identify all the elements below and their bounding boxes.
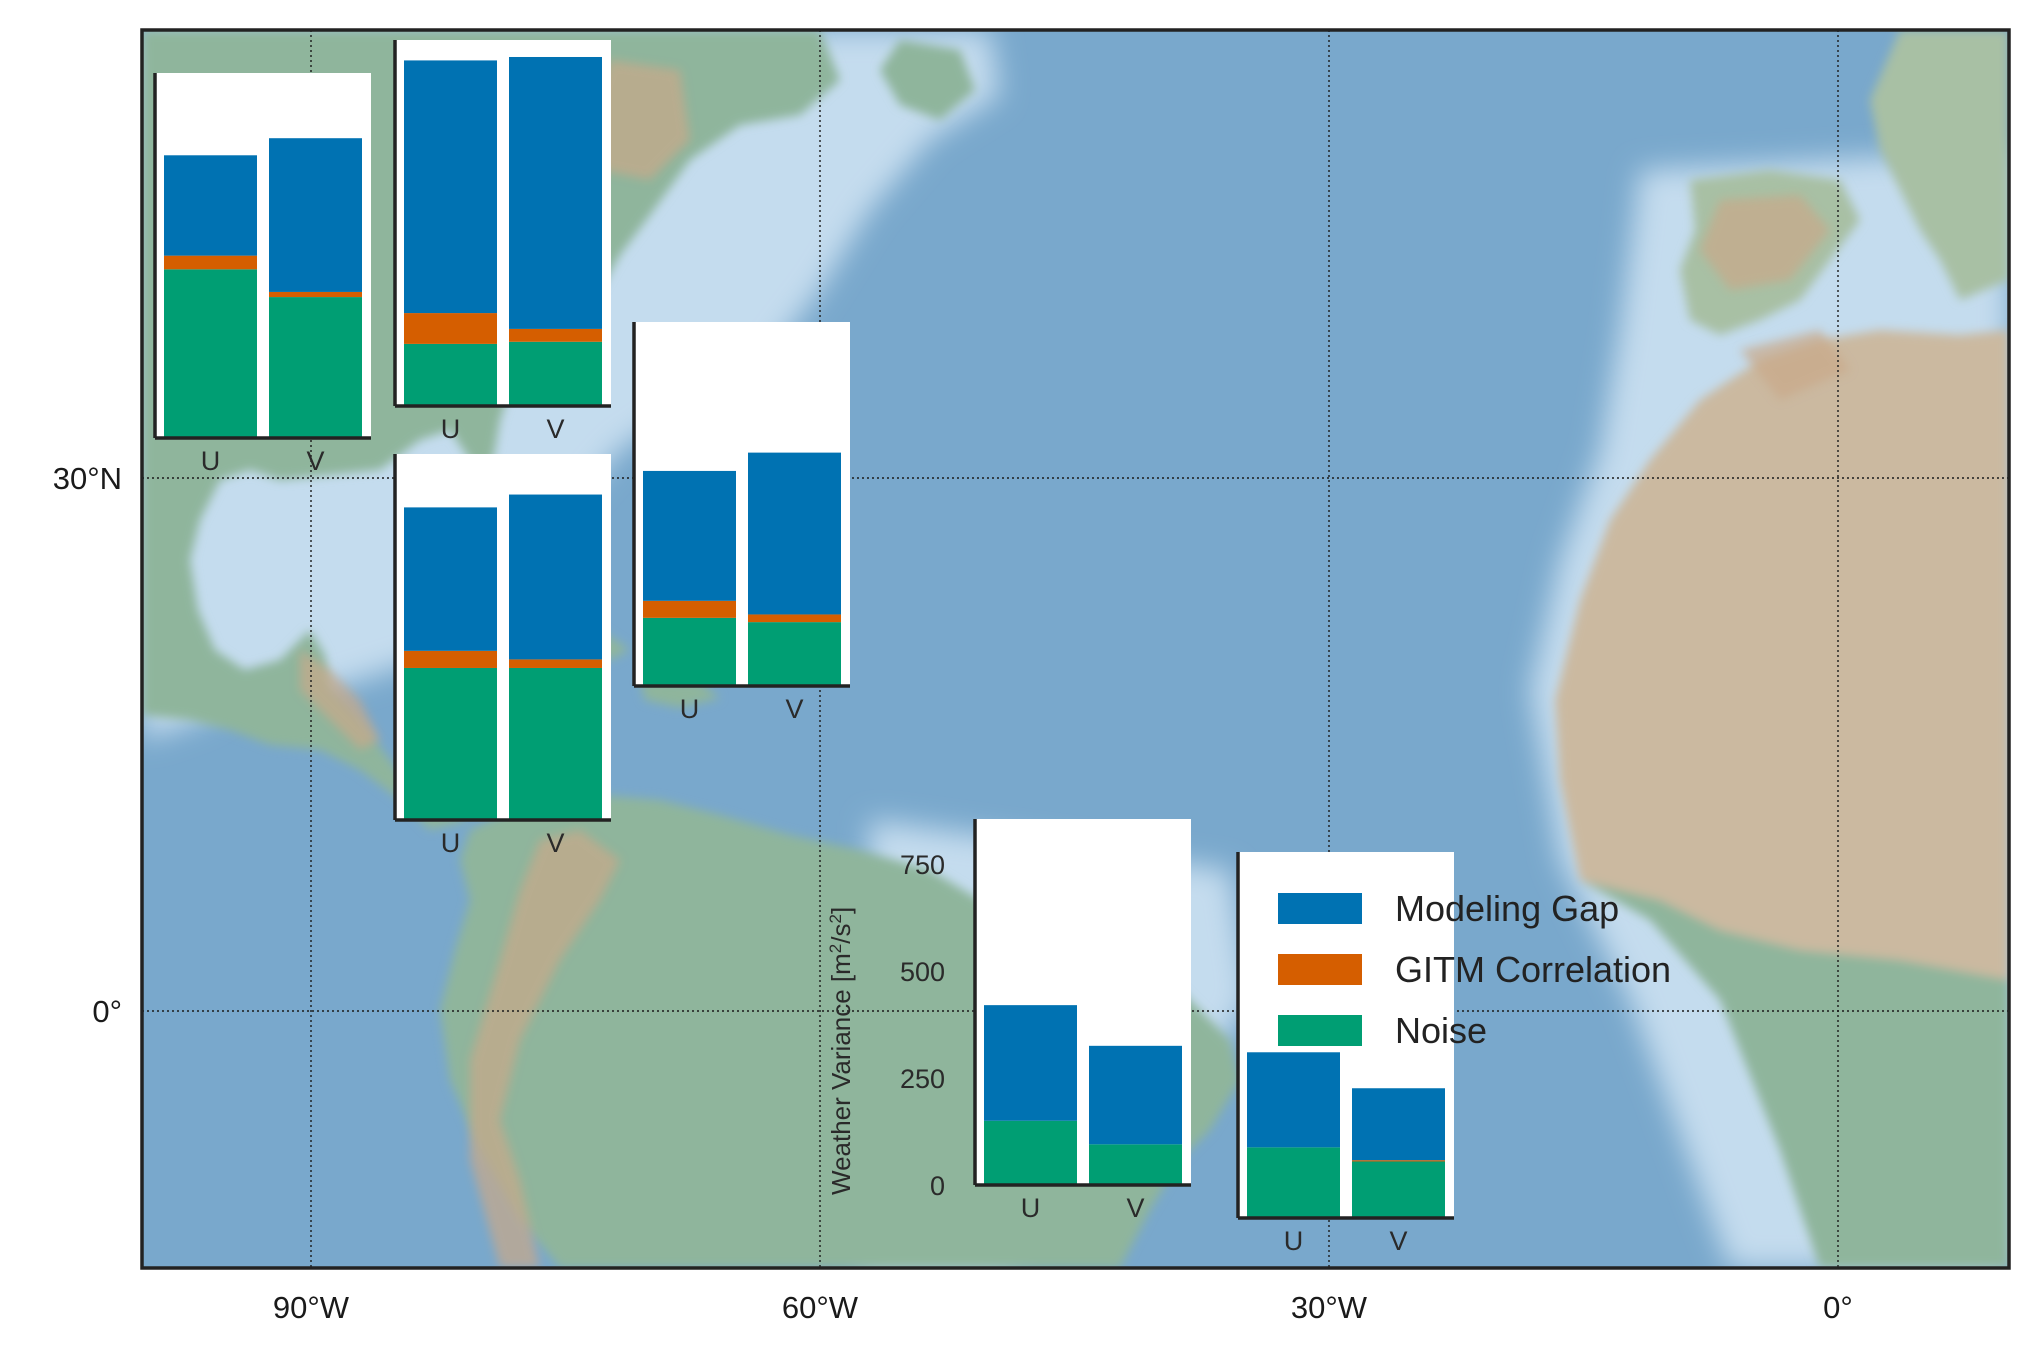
bar-segment-modeling-gap [1247, 1052, 1340, 1148]
legend-label-modeling-gap: Modeling Gap [1395, 888, 1619, 929]
bar-segment-noise [509, 667, 602, 820]
x-tick-label: V [546, 828, 564, 858]
bar-segment-modeling-gap [509, 56, 602, 329]
bar-segment-noise [404, 343, 497, 406]
bar-segment-noise [509, 341, 602, 406]
bar-segment-gitm-correlation [509, 659, 602, 668]
bar-segment-noise [643, 617, 736, 686]
bar-segment-gitm-correlation [509, 328, 602, 342]
bar-segment-noise [1247, 1147, 1340, 1218]
y-axis-title: Weather Variance [m2/s2] [826, 907, 856, 1195]
x-tick-label: U [441, 828, 461, 858]
bar-segment-modeling-gap [269, 138, 362, 292]
bar-segment-modeling-gap [404, 60, 497, 314]
bar-segment-noise [269, 297, 362, 438]
legend-swatch-gitm-correlation [1278, 954, 1362, 985]
bar-segment-noise [404, 667, 497, 820]
bar-segment-noise [748, 622, 841, 686]
bar-segment-gitm-correlation [164, 255, 257, 270]
x-tick-label: U [1284, 1226, 1304, 1256]
legend-label-noise: Noise [1395, 1010, 1487, 1051]
bar-segment-modeling-gap [164, 155, 257, 256]
bar-segment-noise [1089, 1144, 1182, 1185]
shared-y-axis: 0 250 500 750 Weather Variance [m2/s2] [826, 850, 945, 1201]
legend: Modeling Gap GITM Correlation Noise [1278, 888, 1671, 1051]
bar-segment-modeling-gap [748, 452, 841, 615]
lon-tick-label: 90°W [273, 1290, 350, 1325]
x-tick-label: U [680, 694, 700, 724]
relief [300, 60, 1850, 1268]
bar-segment-modeling-gap [1089, 1045, 1182, 1145]
lon-tick-label: 60°W [782, 1290, 859, 1325]
europe-east [1870, 30, 2009, 300]
y-tick-labels: 0 250 500 750 [900, 850, 945, 1201]
bar-segment-gitm-correlation [643, 600, 736, 618]
y-tick-label: 250 [900, 1064, 945, 1094]
x-tick-label: V [785, 694, 803, 724]
y-tick-label: 500 [900, 957, 945, 987]
bar-segment-modeling-gap [404, 507, 497, 651]
bar-segment-gitm-correlation [748, 614, 841, 623]
x-tick-label: U [201, 446, 221, 476]
lon-tick-label: 30°W [1291, 1290, 1368, 1325]
lat-tick-label: 30°N [53, 461, 122, 496]
x-tick-label: V [546, 414, 564, 444]
bar-segment-noise [984, 1120, 1077, 1185]
x-tick-label: V [306, 446, 324, 476]
lat-tick-label: 0° [92, 994, 122, 1029]
bar-segment-modeling-gap [509, 494, 602, 660]
inset-bar-charts: U VU VU VU VU VU V [153, 40, 1454, 1256]
bar-segment-gitm-correlation [404, 650, 497, 668]
bar-segment-modeling-gap [984, 1005, 1077, 1121]
x-tick-label: V [1126, 1193, 1144, 1223]
bar-segment-noise [164, 269, 257, 438]
y-tick-label: 750 [900, 850, 945, 880]
x-tick-label: U [1021, 1193, 1041, 1223]
y-tick-label: 0 [930, 1171, 945, 1201]
bar-segment-gitm-correlation [1352, 1160, 1445, 1162]
map-tick-labels: 90°W 60°W 30°W 0° 30°N 0° [53, 461, 1853, 1325]
map-frame [140, 28, 2011, 1270]
bar-segment-noise [1352, 1161, 1445, 1218]
bar-segment-modeling-gap [1352, 1088, 1445, 1161]
bar-segment-gitm-correlation [269, 291, 362, 298]
bar-segment-modeling-gap [643, 470, 736, 601]
bar-segment-gitm-correlation [404, 313, 497, 344]
x-tick-label: U [441, 414, 461, 444]
x-tick-label: V [1389, 1226, 1407, 1256]
legend-swatch-modeling-gap [1278, 893, 1362, 924]
legend-swatch-noise [1278, 1015, 1362, 1046]
west-africa-coast [1580, 880, 2009, 1268]
lon-tick-label: 0° [1823, 1290, 1853, 1325]
legend-label-gitm-correlation: GITM Correlation [1395, 949, 1671, 990]
newfoundland [880, 40, 975, 120]
